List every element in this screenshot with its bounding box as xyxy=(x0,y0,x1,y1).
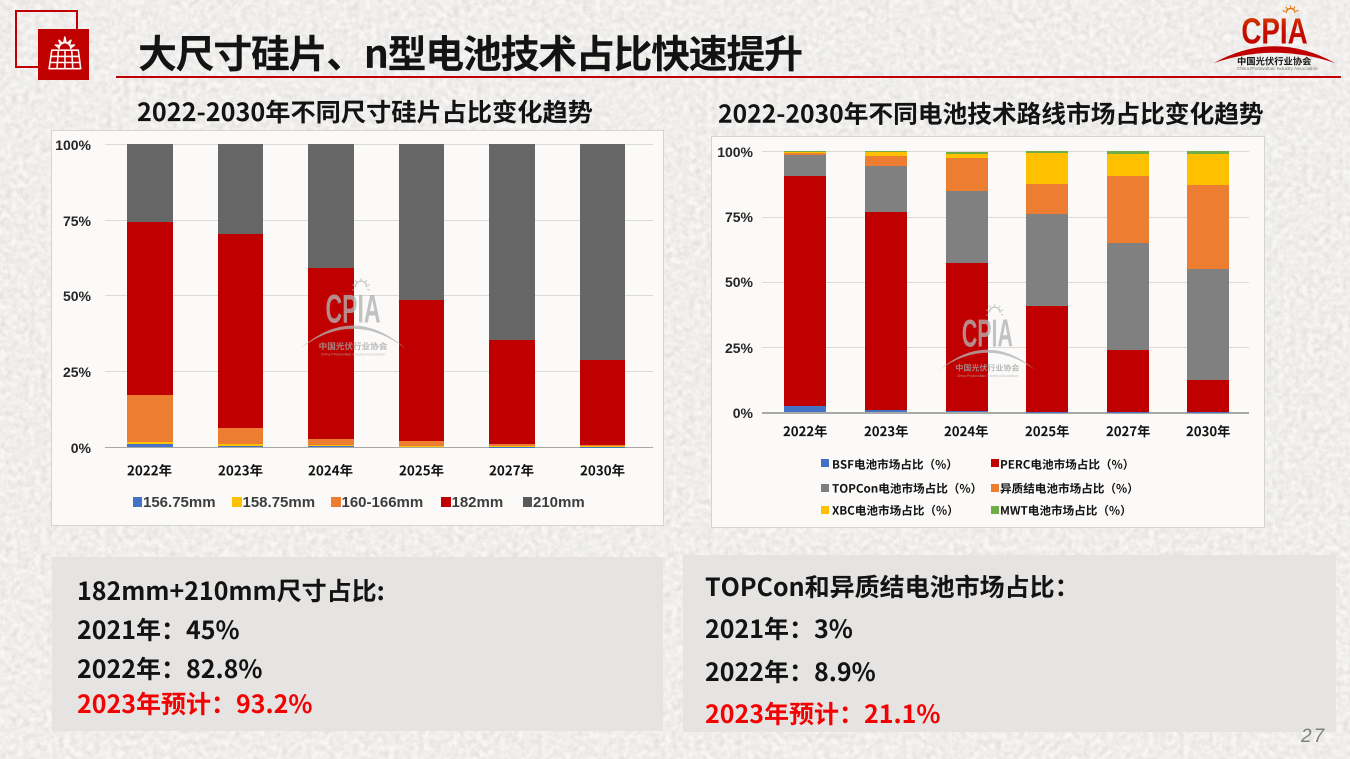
svg-text:CPIA: CPIA xyxy=(325,285,380,330)
svg-text:China Photovoltaic Industry As: China Photovoltaic Industry Association xyxy=(957,374,1018,378)
svg-text:CPIA: CPIA xyxy=(962,311,1013,356)
svg-text:CPIA: CPIA xyxy=(1241,11,1307,52)
svg-text:China Photovoltaic Industry As: China Photovoltaic Industry Association xyxy=(321,352,386,356)
